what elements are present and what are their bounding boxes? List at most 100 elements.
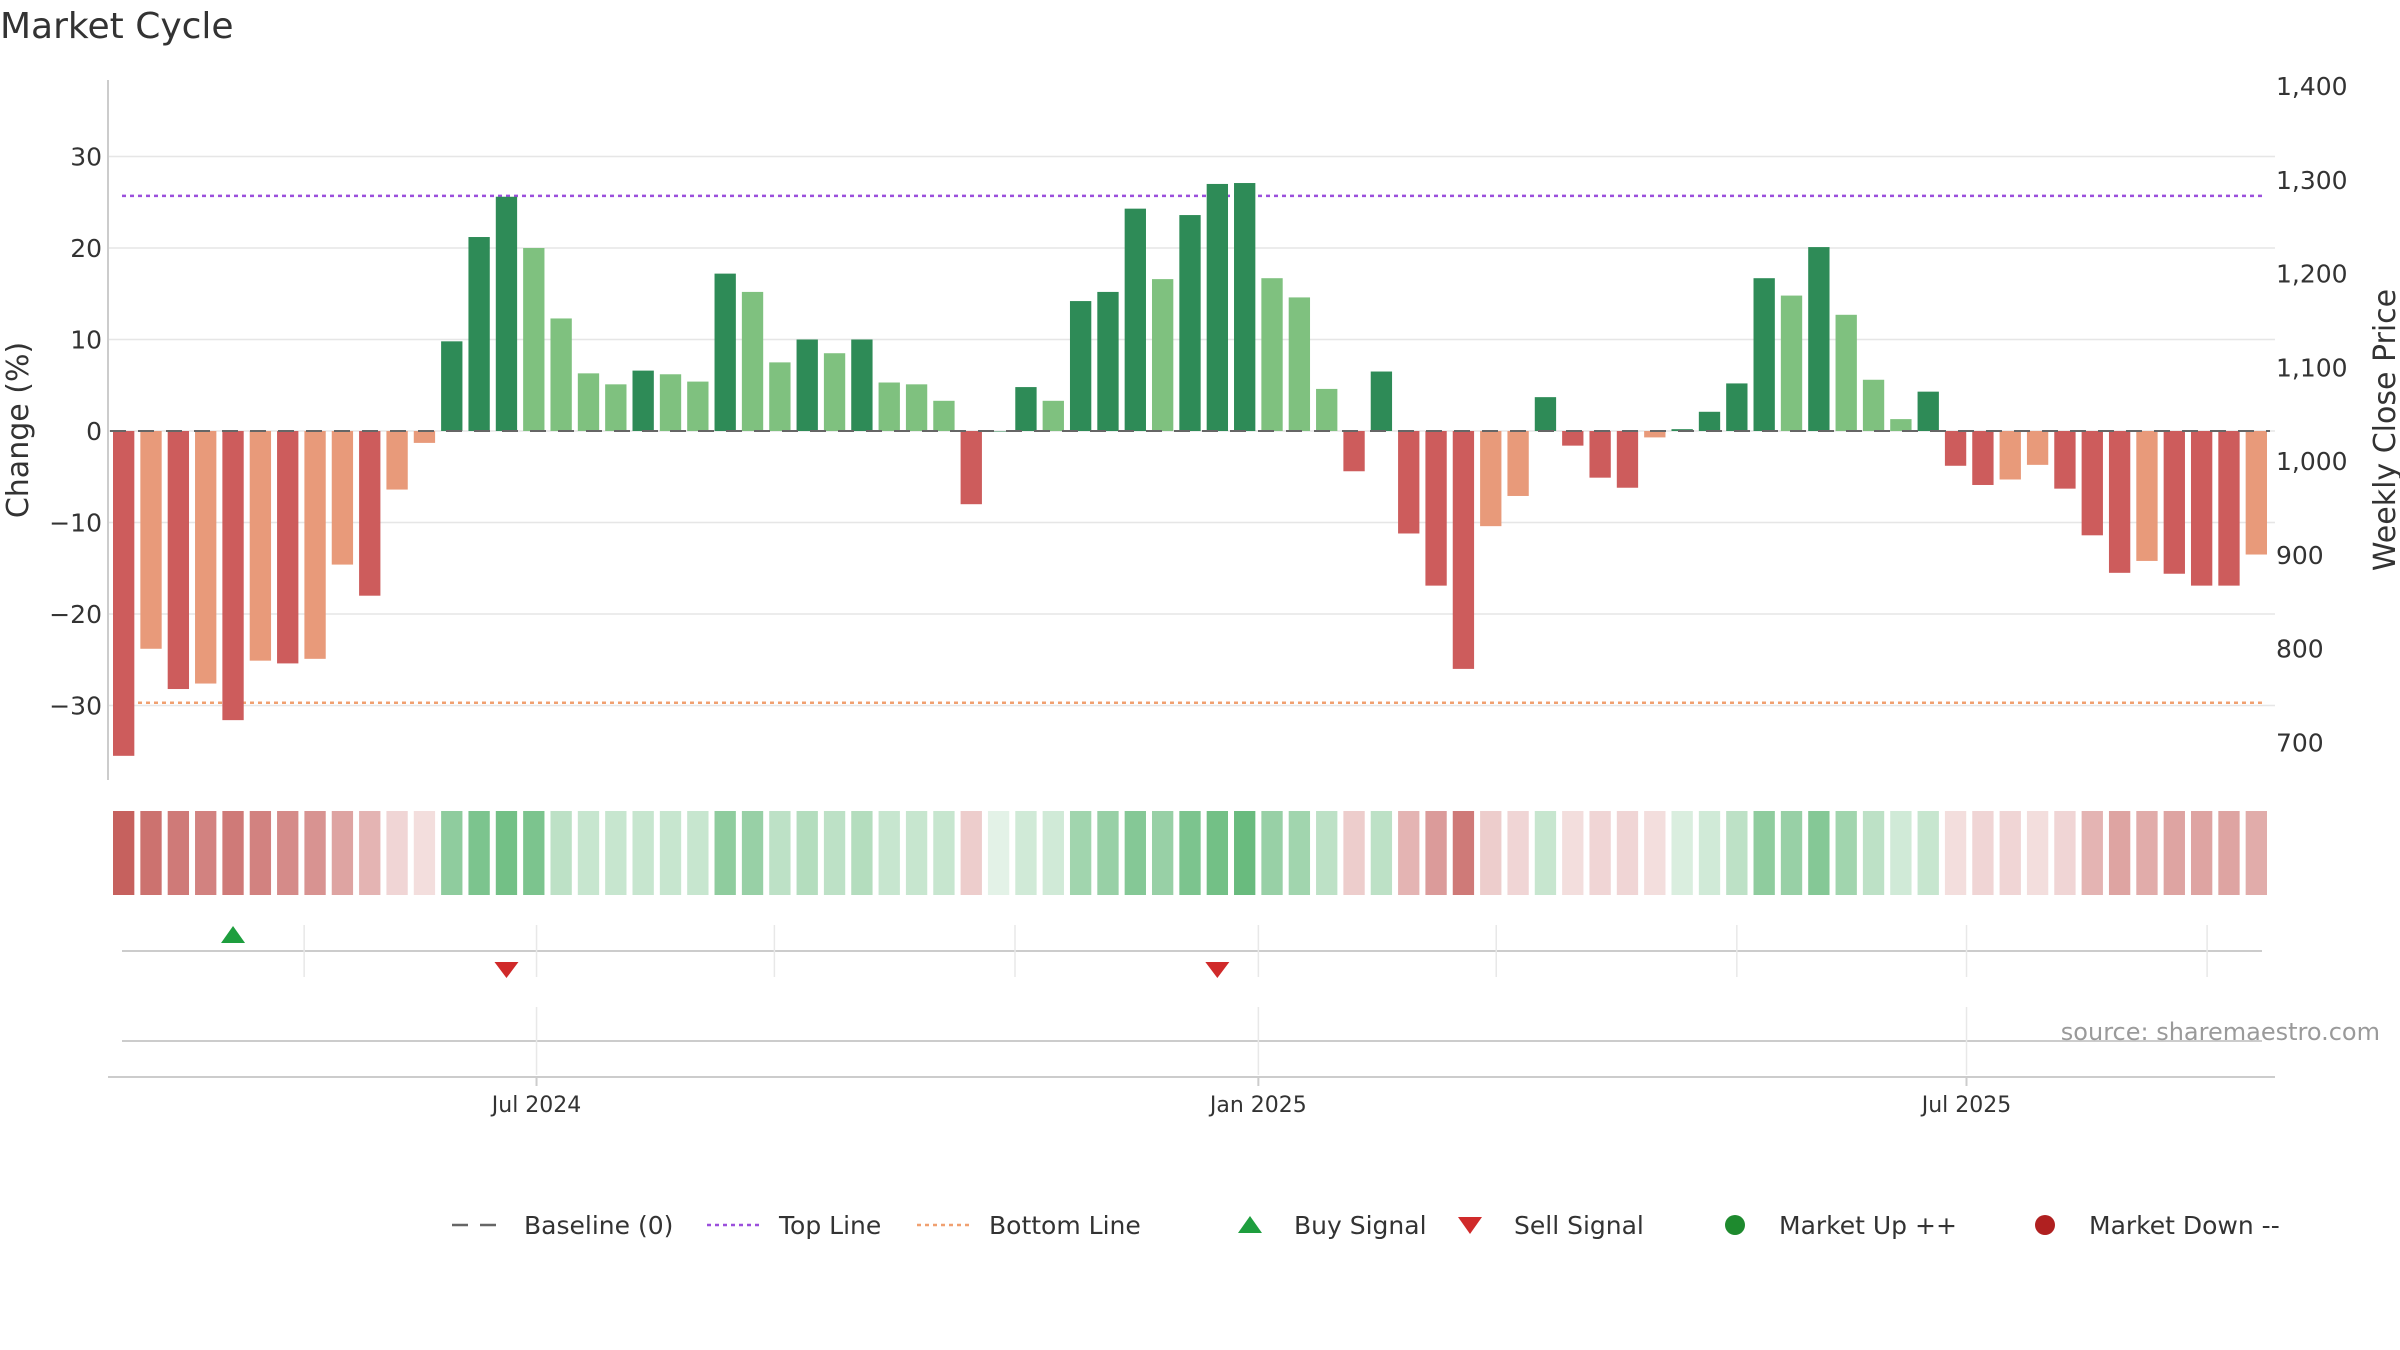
bar	[905, 384, 928, 431]
intensity-cell	[1234, 811, 1256, 895]
bar	[577, 373, 600, 431]
intensity-cell	[1015, 811, 1037, 895]
intensity-cell	[495, 811, 518, 895]
intensity-cell	[1644, 811, 1666, 895]
bar	[2190, 431, 2213, 586]
intensity-cell	[1671, 811, 1693, 895]
y-tick-right: 1,400	[2276, 72, 2348, 101]
bar	[741, 291, 764, 431]
intensity-cell	[987, 811, 1010, 895]
bar	[823, 353, 846, 431]
x-tick-label: Jan 2025	[1208, 1093, 1307, 1118]
y-tick-left: 0	[86, 417, 102, 446]
y-tick-left: −10	[49, 509, 102, 538]
bar	[1589, 431, 1611, 478]
intensity-cell	[714, 811, 736, 895]
x-tick-label: Jul 2024	[490, 1093, 582, 1118]
x-tick-label: Jul 2025	[1920, 1093, 2012, 1118]
intensity-cell	[1288, 811, 1311, 895]
intensity-cell	[1425, 811, 1447, 895]
intensity-cell	[359, 811, 381, 895]
intensity-cell	[1753, 811, 1775, 895]
bar	[1644, 431, 1666, 438]
intensity-cell	[113, 811, 135, 895]
bar	[1753, 278, 1775, 431]
y-tick-right: 700	[2276, 728, 2324, 757]
legend-item: Baseline (0)	[452, 1211, 673, 1240]
intensity-cell	[2081, 811, 2103, 895]
legend-buy-icon	[1238, 1216, 1262, 1233]
date-axis: Jul 2024 Jan 2025 Jul 2025	[108, 1076, 2275, 1118]
bar	[2081, 431, 2103, 536]
bar	[304, 431, 326, 659]
intensity-cell	[2136, 811, 2158, 895]
bar	[1124, 208, 1146, 431]
y-axis-right-title: Weekly Close Price	[2368, 289, 2400, 571]
legend-sell-icon	[1458, 1217, 1482, 1234]
y-tick-left: 30	[70, 143, 102, 172]
intensity-cell	[1616, 811, 1639, 895]
bar	[1944, 431, 1967, 466]
signal-panel	[122, 925, 2262, 978]
bar	[2108, 431, 2131, 573]
bar	[1069, 301, 1092, 431]
intensity-cell	[1944, 811, 1967, 895]
chart-title: Market Cycle	[0, 6, 234, 47]
legend-label: Baseline (0)	[524, 1211, 673, 1240]
intensity-strip	[113, 811, 2267, 895]
bar	[1452, 431, 1475, 669]
intensity-cell	[632, 811, 654, 895]
intensity-cell	[1343, 811, 1365, 895]
intensity-cell	[441, 811, 463, 895]
intensity-cell	[550, 811, 572, 895]
intensity-cell	[1370, 811, 1393, 895]
bar	[1425, 431, 1447, 586]
intensity-cell	[2245, 811, 2267, 895]
bar	[960, 431, 982, 505]
bar	[1726, 383, 1748, 431]
bar	[1972, 431, 1994, 485]
bar	[413, 431, 436, 443]
bar	[195, 431, 217, 684]
y-tick-left: −20	[49, 600, 102, 629]
intensity-cell	[1698, 811, 1721, 895]
intensity-cell	[331, 811, 354, 895]
bar	[769, 362, 791, 431]
intensity-cell	[878, 811, 900, 895]
intensity-cell	[1835, 811, 1857, 895]
y-tick-right: 1,300	[2276, 166, 2348, 195]
bar	[1234, 183, 1256, 431]
bar	[222, 431, 244, 721]
bar	[2245, 431, 2267, 555]
intensity-cell	[140, 811, 162, 895]
intensity-cell	[1534, 811, 1557, 895]
legend-label: Market Up ++	[1779, 1211, 1957, 1240]
bar	[441, 341, 463, 431]
bar	[359, 431, 381, 596]
legend-label: Top Line	[778, 1211, 881, 1240]
bar	[1616, 431, 1639, 488]
legend-item: Market Up ++	[1725, 1211, 1957, 1240]
legend: Baseline (0) Top Line Bottom Line Buy Signa…	[452, 1211, 2280, 1240]
y-tick-left: −30	[49, 692, 102, 721]
intensity-cell	[468, 811, 490, 895]
bar	[1835, 314, 1857, 431]
bar	[851, 339, 873, 431]
bar	[140, 431, 162, 649]
bar	[468, 237, 490, 431]
intensity-cell	[1890, 811, 1912, 895]
intensity-cell	[769, 811, 791, 895]
y-tick-right: 1,100	[2276, 353, 2348, 382]
bar	[1999, 431, 2021, 480]
legend-label: Sell Signal	[1514, 1211, 1644, 1240]
intensity-cell	[1097, 811, 1119, 895]
legend-item: Sell Signal	[1458, 1211, 1644, 1240]
intensity-cell	[1398, 811, 1420, 895]
source-note: source: sharemaestro.com	[2061, 1018, 2380, 1046]
legend-item: Buy Signal	[1238, 1211, 1427, 1240]
bar	[714, 273, 736, 431]
buy-signal-marker	[221, 926, 246, 943]
intensity-cell	[222, 811, 244, 895]
intensity-cell	[249, 811, 272, 895]
